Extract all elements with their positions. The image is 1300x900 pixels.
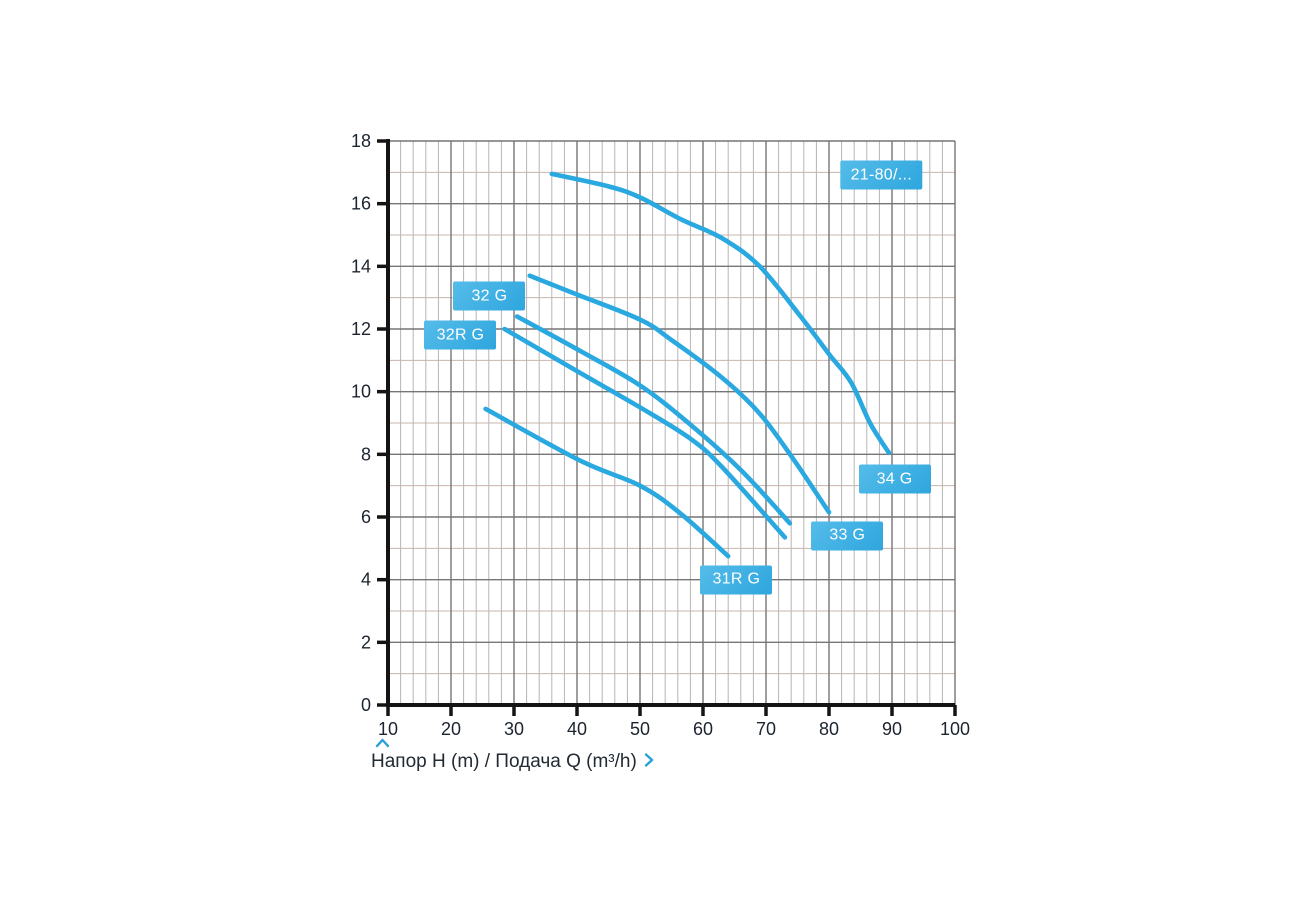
x-tick-label: 90 [882,719,902,739]
series-badge-32-g[interactable]: 32 G [453,281,526,311]
x-tick-label: 10 [378,719,398,739]
y-tick-label: 10 [351,382,371,402]
series-badge-34-g[interactable]: 34 G [858,464,931,494]
series-badge-32r-g[interactable]: 32R G [424,320,497,350]
y-tick-label: 14 [351,256,371,276]
y-tick-label: 12 [351,319,371,339]
curve-34-g [549,171,892,456]
x-tick-label: 60 [693,719,713,739]
x-tick-label: 80 [819,719,839,739]
curve-32r-g [502,326,788,540]
x-tick-label: 40 [567,719,587,739]
y-tick-label: 4 [361,570,371,590]
x-tick-label: 20 [441,719,461,739]
axis-caption-text: Напор H (m) / Подача Q (m³/h) [371,751,637,772]
curve-32-g [514,314,793,526]
x-tick-label: 70 [756,719,776,739]
y-tick-label: 0 [361,695,371,715]
series-badge-21-80[interactable]: 21-80/... [840,160,922,190]
x-axis-direction-icon [643,751,655,773]
x-tick-label: 30 [504,719,524,739]
axis-caption: Напор H (m) / Подача Q (m³/h) [371,733,655,773]
y-tick-label: 18 [351,131,371,151]
x-tick-label: 100 [940,719,970,739]
y-tick-label: 2 [361,632,371,652]
y-tick-label: 6 [361,507,371,527]
curve-31r-g [483,406,731,559]
series-badge-33-g[interactable]: 33 G [811,521,884,551]
x-tick-label: 50 [630,719,650,739]
y-tick-label: 8 [361,444,371,464]
y-axis-direction-icon [375,733,390,755]
series-badge-31r-g[interactable]: 31R G [700,565,773,595]
curve-33-g [527,273,832,515]
y-tick-label: 16 [351,194,371,214]
